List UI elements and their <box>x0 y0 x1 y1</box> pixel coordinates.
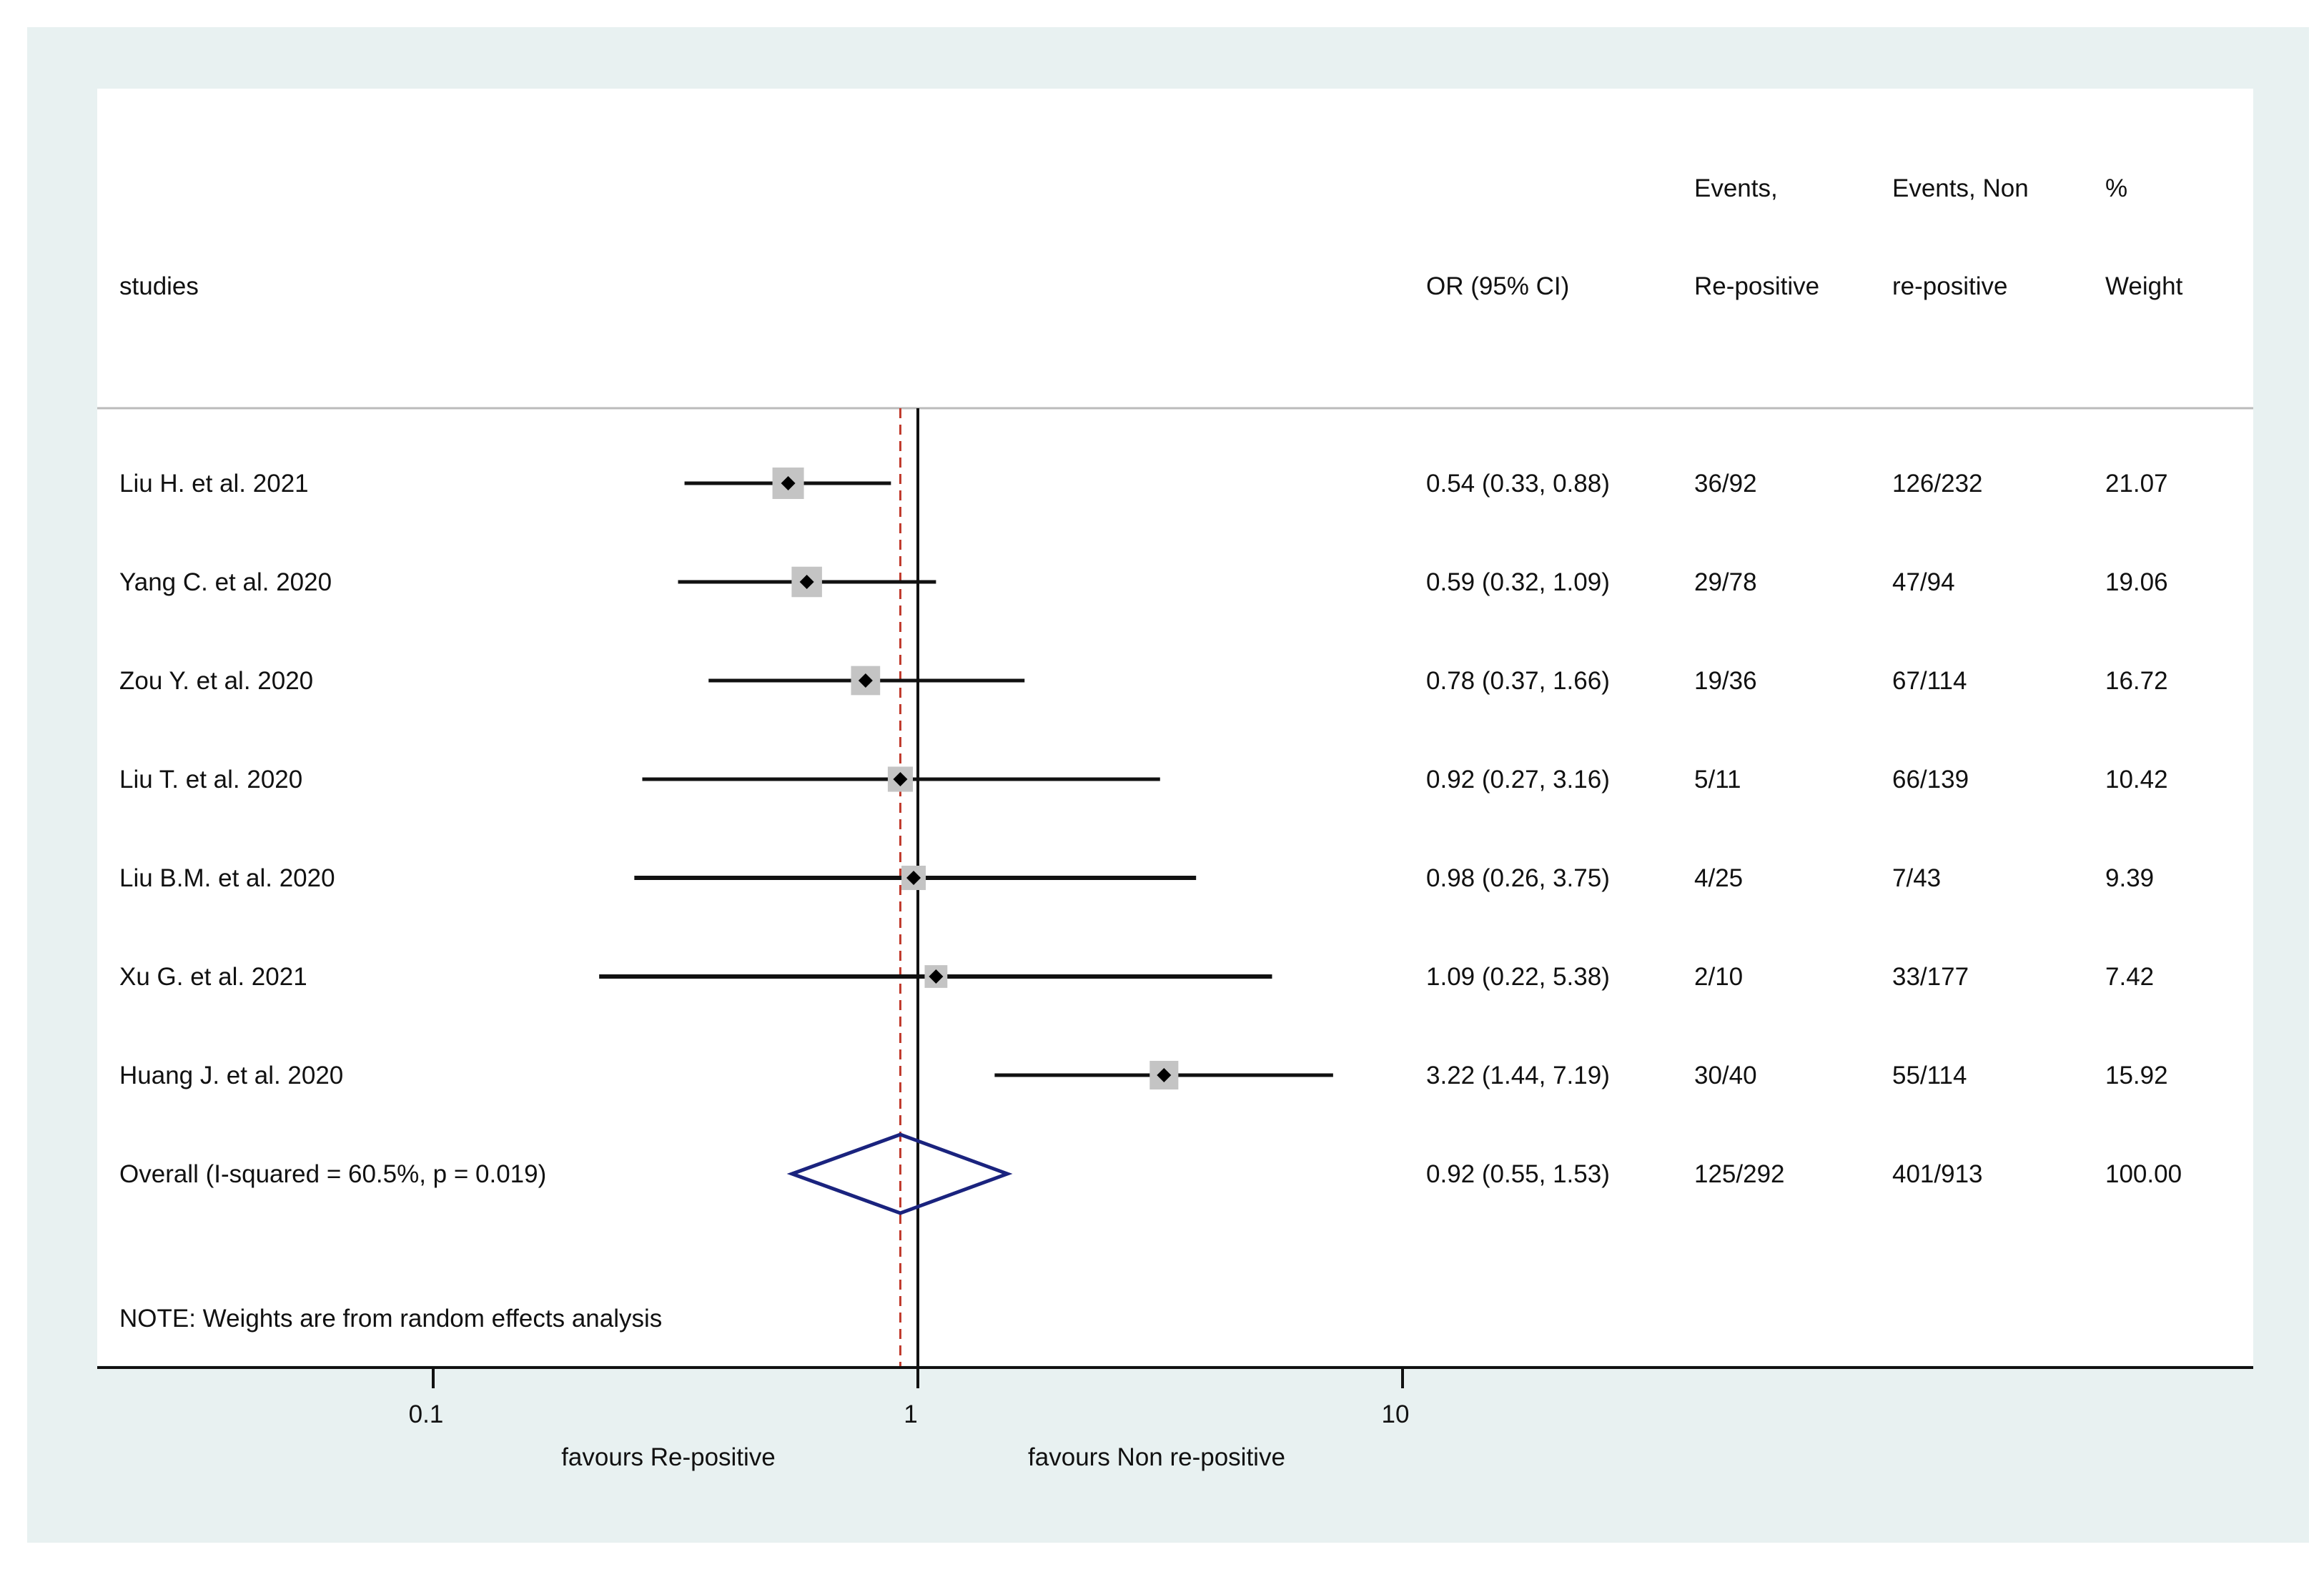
study-rows: Liu H. et al. 2021 0.54 (0.33, 0.88) 36/92… <box>119 468 2182 1215</box>
events-non-re-positive: 67/114 <box>1892 667 1967 695</box>
events-re-positive: 5/11 <box>1694 766 1741 794</box>
overall-row: Overall (I-squared = 60.5%, p = 0.019) 0.… <box>119 1132 2182 1215</box>
study-row: Liu H. et al. 2021 0.54 (0.33, 0.88) 36/92… <box>119 468 2168 499</box>
overall-diamond <box>786 1132 1013 1215</box>
study-row: Liu T. et al. 2020 0.92 (0.27, 3.16) 5/11 6… <box>119 766 2168 794</box>
study-row: Xu G. et al. 2021 1.09 (0.22, 5.38) 2/10 33… <box>119 963 2154 991</box>
study-name: Yang C. et al. 2020 <box>119 568 332 596</box>
events-re-positive: 19/36 <box>1694 667 1757 695</box>
weight-value: 21.07 <box>2105 470 2168 498</box>
weight-value: 15.92 <box>2105 1062 2168 1089</box>
header-events-re-line1: Events, <box>1694 174 1778 202</box>
events-non-re-positive: 55/114 <box>1892 1062 1967 1089</box>
header-or-ci: OR (95% CI) <box>1426 272 1569 300</box>
or-ci-value: 1.09 (0.22, 5.38) <box>1426 963 1610 991</box>
weight-value: 9.39 <box>2105 864 2154 892</box>
or-ci-value: 0.98 (0.26, 3.75) <box>1426 864 1610 892</box>
study-name: Zou Y. et al. 2020 <box>119 667 313 695</box>
point-estimate <box>799 575 814 589</box>
header-weight-line2: Weight <box>2105 272 2183 300</box>
study-row: Zou Y. et al. 2020 0.78 (0.37, 1.66) 19/36… <box>119 666 2168 696</box>
header-studies: studies <box>119 272 199 300</box>
header-events-re-line2: Re-positive <box>1694 272 1819 300</box>
tick-label: 1 <box>904 1400 917 1428</box>
point-estimate <box>781 476 796 490</box>
or-ci-value: 3.22 (1.44, 7.19) <box>1426 1062 1610 1089</box>
study-row: Liu B.M. et al. 2020 0.98 (0.26, 3.75) 4/2… <box>119 864 2154 892</box>
study-name: Xu G. et al. 2021 <box>119 963 307 991</box>
favours-right-label: favours Non re-positive <box>1028 1443 1285 1471</box>
events-non-re-positive: 33/177 <box>1892 963 1969 991</box>
events-re-positive: 36/92 <box>1694 470 1757 498</box>
point-estimate <box>1157 1068 1172 1082</box>
study-name: Liu T. et al. 2020 <box>119 766 302 794</box>
point-estimate <box>893 772 908 786</box>
or-ci-value: 0.92 (0.27, 3.16) <box>1426 766 1610 794</box>
events-non-re-positive: 47/94 <box>1892 568 1955 596</box>
or-ci-value: 0.54 (0.33, 0.88) <box>1426 470 1610 498</box>
events-re-positive: 4/25 <box>1694 864 1743 892</box>
events-re-positive: 30/40 <box>1694 1062 1757 1089</box>
x-axis-ticks: 0.1 1 10 <box>409 1368 1410 1428</box>
study-name: Liu H. et al. 2021 <box>119 470 309 498</box>
events-re-positive: 2/10 <box>1694 963 1743 991</box>
overall-label: Overall (I-squared = 60.5%, p = 0.019) <box>119 1160 546 1188</box>
tick-label: 10 <box>1382 1400 1410 1428</box>
point-estimate <box>858 673 873 688</box>
events-re-positive: 29/78 <box>1694 568 1757 596</box>
weight-value: 10.42 <box>2105 766 2168 794</box>
overall-weight: 100.00 <box>2105 1160 2182 1188</box>
study-row: Yang C. et al. 2020 0.59 (0.32, 1.09) 29/7… <box>119 566 2168 598</box>
study-name: Huang J. et al. 2020 <box>119 1062 343 1089</box>
point-estimate <box>906 871 921 885</box>
events-non-re-positive: 126/232 <box>1892 470 1983 498</box>
plot-area <box>97 89 2253 1365</box>
or-ci-value: 0.78 (0.37, 1.66) <box>1426 667 1610 695</box>
favours-left-label: favours Re-positive <box>561 1443 776 1471</box>
events-non-re-positive: 7/43 <box>1892 864 1941 892</box>
weight-value: 7.42 <box>2105 963 2154 991</box>
point-estimate <box>929 969 944 984</box>
header-events-non-line2: re-positive <box>1892 272 2007 300</box>
header-weight-line1: % <box>2105 174 2127 202</box>
analysis-note: NOTE: Weights are from random effects an… <box>119 1305 662 1333</box>
tick-label: 0.1 <box>409 1400 444 1428</box>
weight-value: 19.06 <box>2105 568 2168 596</box>
overall-or-ci: 0.92 (0.55, 1.53) <box>1426 1160 1610 1188</box>
study-name: Liu B.M. et al. 2020 <box>119 864 335 892</box>
or-ci-value: 0.59 (0.32, 1.09) <box>1426 568 1610 596</box>
header-events-non-line1: Events, Non <box>1892 174 2029 202</box>
weight-value: 16.72 <box>2105 667 2168 695</box>
overall-events-non-re-positive: 401/913 <box>1892 1160 1983 1188</box>
events-non-re-positive: 66/139 <box>1892 766 1969 794</box>
overall-events-re-positive: 125/292 <box>1694 1160 1785 1188</box>
study-row: Huang J. et al. 2020 3.22 (1.44, 7.19) 30/… <box>119 1060 2168 1090</box>
